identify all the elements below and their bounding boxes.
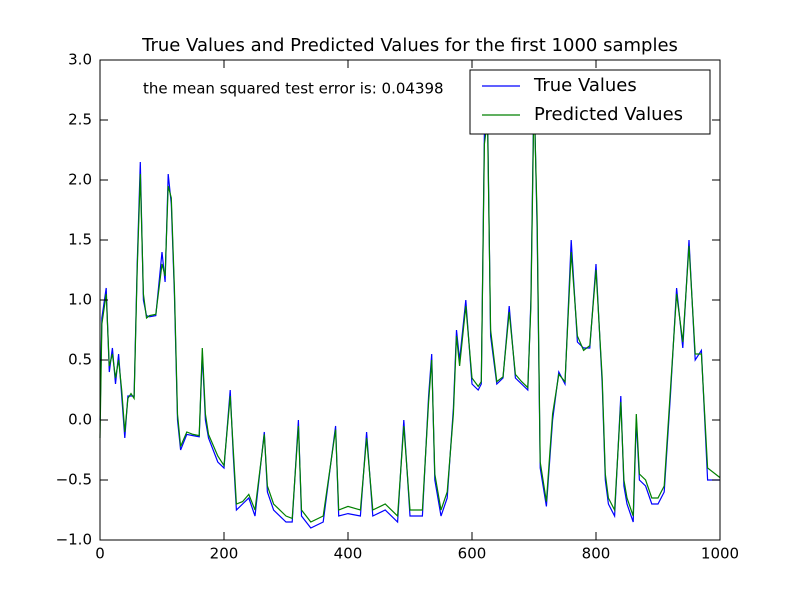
y-tick-label: 1.0 <box>68 291 92 309</box>
legend-box <box>469 69 711 135</box>
plot-area <box>99 83 721 529</box>
legend-label: True Values <box>533 75 637 96</box>
y-tick-label: 3.0 <box>68 51 92 69</box>
series-line <box>99 83 720 529</box>
y-tick-label: 2.5 <box>68 111 92 129</box>
x-tick-label: 800 <box>582 545 611 563</box>
x-tick-label: 200 <box>210 545 239 563</box>
y-tick-label: −0.5 <box>56 471 92 489</box>
y-tick-label: 2.0 <box>68 171 92 189</box>
y-tick-label: 1.5 <box>68 231 92 249</box>
y-tick-label: 0.5 <box>68 351 92 369</box>
y-tick-label: 0.0 <box>68 411 92 429</box>
x-tick-label: 1000 <box>701 545 739 563</box>
legend-label: Predicted Values <box>534 104 683 125</box>
x-tick-label: 600 <box>458 545 487 563</box>
x-tick-label: 0 <box>95 545 105 563</box>
series-line <box>99 95 721 523</box>
x-tick-label: 400 <box>334 545 363 563</box>
y-tick-label: −1.0 <box>56 531 92 549</box>
chart-title: True Values and Predicted Values for the… <box>141 35 678 56</box>
annotation: the mean squared test error is: 0.04398 <box>143 80 444 98</box>
